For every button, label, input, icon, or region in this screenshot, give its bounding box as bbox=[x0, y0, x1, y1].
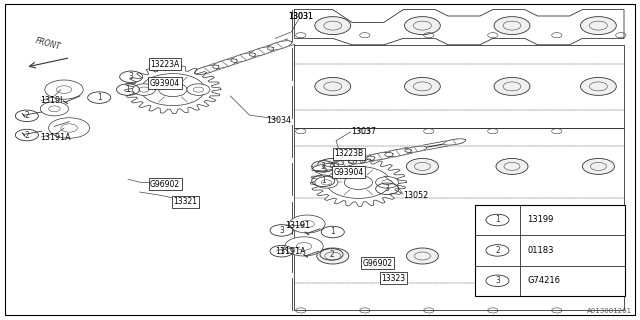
Polygon shape bbox=[212, 59, 237, 68]
Circle shape bbox=[582, 158, 614, 174]
Circle shape bbox=[582, 248, 614, 264]
Text: 3: 3 bbox=[495, 276, 500, 285]
Polygon shape bbox=[268, 41, 292, 50]
Circle shape bbox=[289, 215, 325, 233]
Circle shape bbox=[376, 177, 399, 188]
Text: 3: 3 bbox=[321, 162, 326, 171]
Text: 2: 2 bbox=[24, 131, 29, 140]
Text: 13037: 13037 bbox=[351, 127, 376, 136]
Text: FRONT: FRONT bbox=[35, 36, 61, 51]
Text: 13191A: 13191A bbox=[275, 247, 306, 256]
Bar bbox=[475, 205, 625, 296]
Text: G93904: G93904 bbox=[150, 79, 180, 88]
Polygon shape bbox=[231, 53, 255, 62]
Circle shape bbox=[40, 102, 68, 116]
Circle shape bbox=[344, 175, 372, 189]
Text: 1: 1 bbox=[495, 215, 500, 225]
Circle shape bbox=[580, 77, 616, 95]
Circle shape bbox=[315, 17, 351, 35]
Text: 1: 1 bbox=[330, 228, 335, 236]
Polygon shape bbox=[385, 149, 412, 157]
Text: G96902: G96902 bbox=[150, 180, 180, 188]
Circle shape bbox=[285, 237, 323, 256]
Polygon shape bbox=[125, 66, 221, 114]
Polygon shape bbox=[294, 10, 624, 45]
Text: G93904: G93904 bbox=[333, 168, 364, 177]
Circle shape bbox=[406, 158, 438, 174]
Polygon shape bbox=[249, 47, 274, 56]
Circle shape bbox=[159, 83, 187, 97]
Text: 13034: 13034 bbox=[266, 116, 291, 124]
Circle shape bbox=[317, 158, 349, 174]
Circle shape bbox=[187, 84, 210, 95]
Text: 13031: 13031 bbox=[288, 12, 314, 21]
Text: 13199: 13199 bbox=[527, 215, 554, 225]
Circle shape bbox=[496, 158, 528, 174]
Text: 2: 2 bbox=[329, 250, 334, 259]
Circle shape bbox=[132, 84, 156, 95]
Circle shape bbox=[494, 17, 530, 35]
Text: 1: 1 bbox=[321, 176, 326, 185]
Text: 13191A: 13191A bbox=[40, 133, 70, 142]
Text: 13321: 13321 bbox=[173, 197, 198, 206]
Circle shape bbox=[404, 17, 440, 35]
Text: 3: 3 bbox=[129, 72, 134, 81]
Polygon shape bbox=[330, 160, 356, 168]
Polygon shape bbox=[312, 163, 339, 171]
Text: 13031: 13031 bbox=[288, 12, 314, 20]
Text: 13191: 13191 bbox=[285, 221, 310, 230]
Polygon shape bbox=[195, 65, 219, 75]
Text: 13052: 13052 bbox=[403, 191, 428, 200]
Circle shape bbox=[315, 177, 338, 188]
Circle shape bbox=[580, 17, 616, 35]
Polygon shape bbox=[367, 152, 393, 160]
Polygon shape bbox=[310, 158, 406, 206]
Circle shape bbox=[317, 248, 349, 264]
Text: G74216: G74216 bbox=[527, 276, 561, 285]
Circle shape bbox=[49, 118, 90, 138]
Text: 3: 3 bbox=[279, 226, 284, 235]
Polygon shape bbox=[444, 139, 465, 145]
Text: 1: 1 bbox=[97, 93, 102, 102]
Circle shape bbox=[406, 248, 438, 264]
Circle shape bbox=[494, 77, 530, 95]
Circle shape bbox=[45, 80, 83, 99]
Text: 1319I: 1319I bbox=[40, 96, 62, 105]
Circle shape bbox=[315, 77, 351, 95]
Text: 1: 1 bbox=[125, 85, 131, 94]
Text: 13223B: 13223B bbox=[334, 149, 364, 158]
Text: 1: 1 bbox=[279, 247, 284, 256]
Text: 01183: 01183 bbox=[527, 246, 554, 255]
Text: 2: 2 bbox=[495, 246, 500, 255]
Polygon shape bbox=[348, 156, 375, 164]
Text: 3: 3 bbox=[385, 184, 390, 193]
Polygon shape bbox=[405, 146, 427, 152]
Text: 13223A: 13223A bbox=[150, 60, 180, 68]
Text: 2: 2 bbox=[24, 111, 29, 120]
Circle shape bbox=[496, 248, 528, 264]
Text: A013001261: A013001261 bbox=[587, 308, 632, 314]
Text: 13323: 13323 bbox=[381, 274, 406, 283]
Circle shape bbox=[404, 77, 440, 95]
Text: G96902: G96902 bbox=[362, 259, 393, 268]
